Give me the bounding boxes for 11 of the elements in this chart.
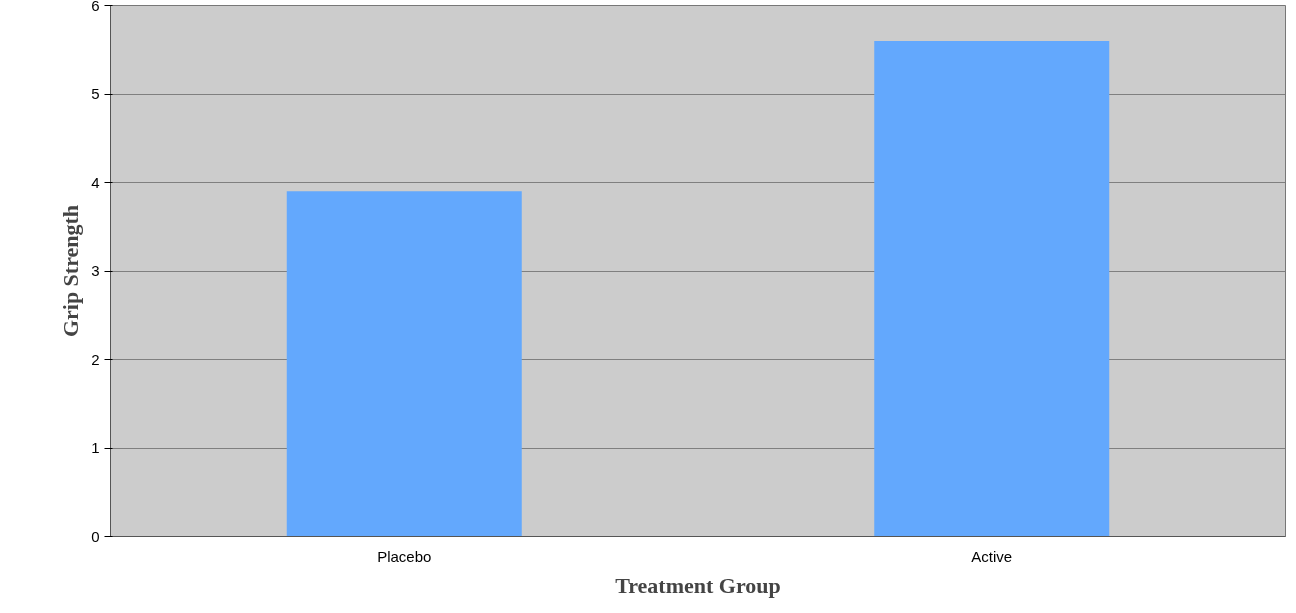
y-axis-title: Grip Strength bbox=[58, 204, 84, 338]
y-tick-label: 5 bbox=[91, 85, 100, 102]
x-axis-title: Treatment Group bbox=[615, 572, 781, 598]
y-tick-label: 4 bbox=[91, 173, 100, 191]
y-tick-label: 3 bbox=[91, 262, 100, 279]
y-tick-label: 2 bbox=[91, 350, 100, 368]
y-tick-label: 0 bbox=[91, 527, 100, 545]
x-tick-label: Placebo bbox=[377, 547, 432, 565]
y-tick-label: 1 bbox=[91, 439, 100, 456]
y-tick-label: 6 bbox=[91, 0, 100, 14]
x-tick-label: Active bbox=[971, 547, 1013, 565]
